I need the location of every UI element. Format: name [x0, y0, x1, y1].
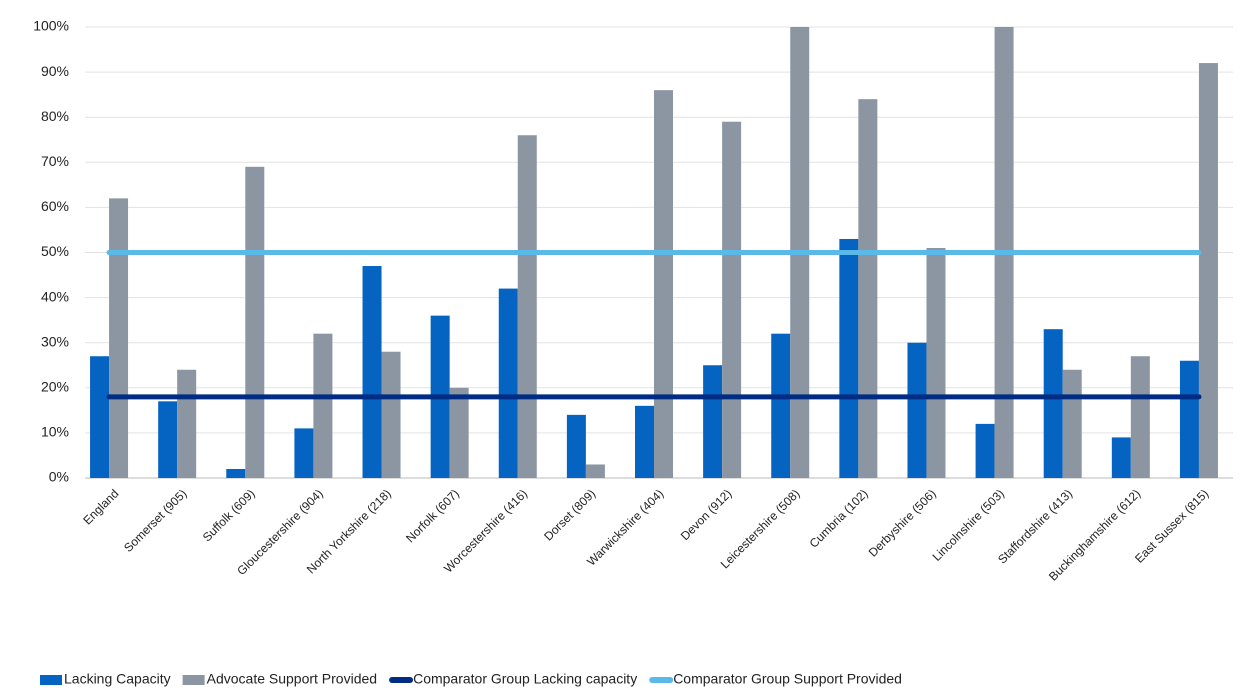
bar — [635, 405, 654, 478]
bar — [907, 342, 927, 478]
bar — [1179, 360, 1199, 478]
x-tick-label: Devon (912) — [678, 486, 735, 543]
y-tick-label: 10% — [41, 424, 69, 440]
bar — [654, 90, 673, 478]
bar — [158, 401, 178, 478]
y-tick-label: 20% — [41, 379, 69, 395]
bar — [722, 121, 742, 479]
y-tick-label: 0% — [49, 469, 69, 485]
bar — [1130, 356, 1150, 478]
bar — [839, 238, 859, 478]
bar — [926, 247, 946, 478]
legend-swatch — [182, 675, 205, 685]
bar — [1111, 437, 1131, 478]
bar — [1043, 329, 1063, 478]
x-tick-label: Somerset (905) — [121, 486, 189, 554]
legend-label: Comparator Group Lacking capacity — [413, 671, 637, 687]
legend-swatch — [40, 675, 62, 685]
y-tick-label: 60% — [41, 198, 69, 214]
bar — [362, 266, 382, 478]
x-tick-label: East Sussex (815) — [1132, 486, 1211, 565]
bar — [566, 414, 586, 478]
bar — [109, 198, 129, 478]
legend-label: Lacking Capacity — [64, 671, 171, 687]
legend-label: Comparator Group Support Provided — [673, 671, 902, 687]
bar — [226, 468, 246, 478]
x-tick-label: Derbyshire (506) — [866, 486, 939, 559]
x-tick-label: Norfolk (607) — [403, 486, 462, 545]
bar — [294, 428, 314, 478]
x-tick-label: Cumbria (102) — [807, 486, 871, 550]
x-tick-label: England — [80, 486, 121, 527]
bar — [771, 333, 791, 478]
x-tick-label: Lincolnshire (503) — [930, 486, 1007, 563]
bar — [381, 351, 401, 478]
x-tick-label: Staffordshire (413) — [995, 486, 1075, 566]
bar — [498, 288, 518, 478]
bar — [313, 333, 333, 478]
bar — [975, 423, 995, 478]
y-tick-label: 70% — [41, 153, 69, 169]
bar — [1062, 369, 1082, 478]
bar — [449, 387, 469, 478]
bar — [858, 99, 878, 478]
bar — [585, 464, 605, 478]
bar — [90, 356, 110, 478]
y-tick-label: 40% — [41, 288, 69, 304]
x-tick-label: Warwickshire (404) — [584, 486, 666, 568]
bar — [177, 369, 197, 478]
x-tick-label: Dorset (809) — [541, 486, 598, 543]
y-tick-label: 100% — [33, 18, 69, 34]
bar — [245, 166, 265, 478]
x-tick-label: Suffolk (609) — [200, 486, 258, 544]
bar — [703, 365, 723, 478]
y-tick-label: 30% — [41, 333, 69, 349]
bar — [517, 135, 537, 479]
y-tick-label: 90% — [41, 63, 69, 79]
bar — [1198, 63, 1218, 479]
legend-label: Advocate Support Provided — [207, 671, 377, 687]
y-tick-label: 80% — [41, 108, 69, 124]
y-tick-label: 50% — [41, 243, 69, 259]
